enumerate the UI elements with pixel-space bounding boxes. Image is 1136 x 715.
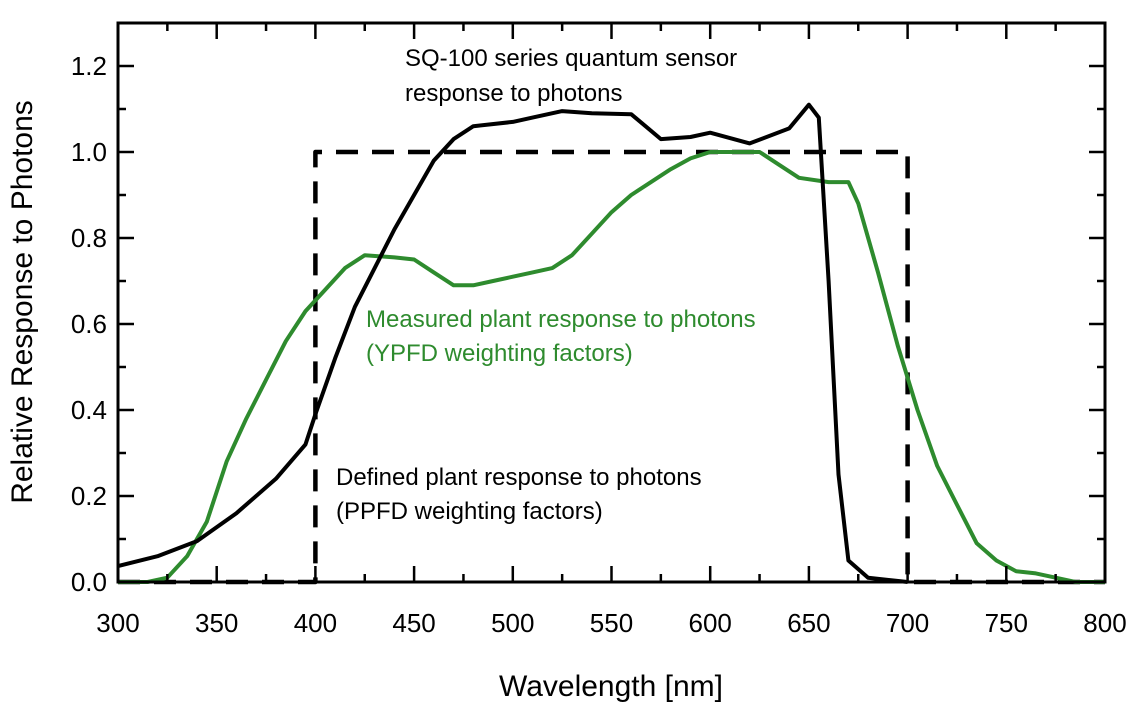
annotation-sensor-line2: response to photons: [405, 80, 623, 107]
x-tick-label: 700: [886, 608, 929, 638]
y-tick-label: 1.2: [71, 51, 107, 81]
series-line-1: [118, 150, 1105, 584]
x-tick-label: 550: [590, 608, 633, 638]
x-tick-label: 500: [491, 608, 534, 638]
y-tick-label: 0.4: [71, 395, 107, 425]
y-tick-label: 0.6: [71, 309, 107, 339]
annotation-measured-line2: (YPFD weighting factors): [366, 340, 633, 367]
x-tick-label: 300: [96, 608, 139, 638]
series-line-0: [117, 102, 908, 584]
x-tick-label: 750: [985, 608, 1028, 638]
annotation-defined-line1: Defined plant response to photons: [336, 464, 702, 491]
y-tick-label: 0.8: [71, 223, 107, 253]
annotation-measured-line1: Measured plant response to photons: [366, 306, 756, 333]
y-tick-label: 1.0: [71, 137, 107, 167]
annotation-sensor-line1: SQ-100 series quantum sensor: [405, 45, 737, 72]
x-tick-label: 650: [787, 608, 830, 638]
x-tick-label: 800: [1083, 608, 1126, 638]
x-tick-label: 450: [392, 608, 435, 638]
x-tick-label: 600: [689, 608, 732, 638]
y-axis-label: Relative Response to Photons: [6, 100, 39, 504]
ticks-layer: 300 350 400 450 500 550 600 650 700 750 800 0.0 0.2 0…: [71, 21, 1127, 638]
y-tick-label: 0.0: [71, 567, 107, 597]
x-axis-label: Wavelength [nm]: [499, 670, 723, 703]
series-line-2: [118, 149, 1105, 585]
y-tick-label: 0.2: [71, 481, 107, 511]
x-tick-label: 350: [195, 608, 238, 638]
annotation-defined-line2: (PPFD weighting factors): [336, 498, 603, 525]
x-tick-label: 400: [294, 608, 337, 638]
